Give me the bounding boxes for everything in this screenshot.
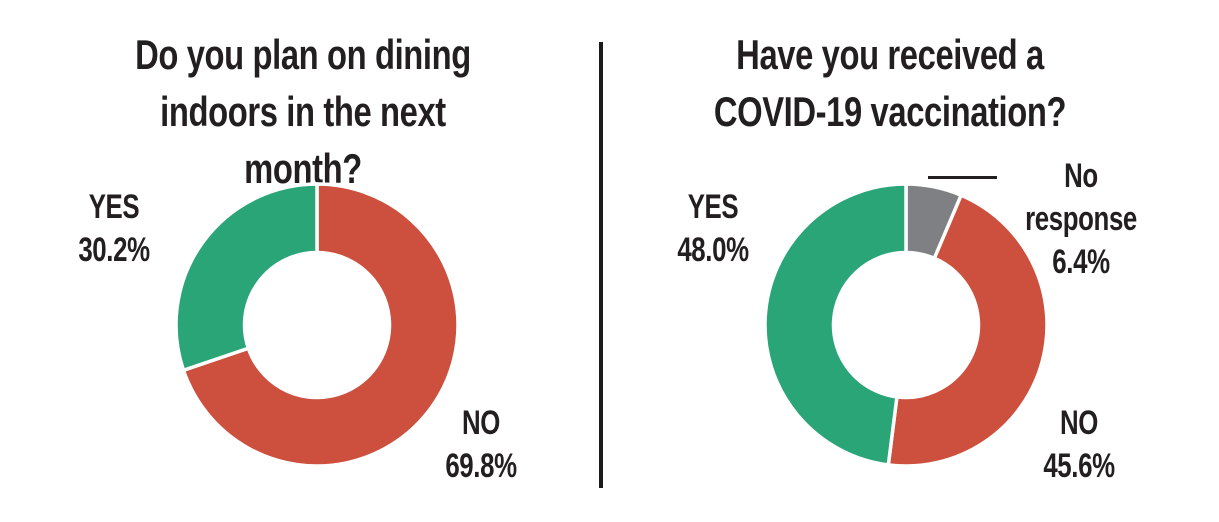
no-response-callout-line — [928, 176, 997, 179]
chart-title-dining: Do you plan on dining indoors in the nex… — [135, 31, 471, 192]
donut-chart-dining — [174, 182, 460, 468]
donut-slice-yes — [174, 182, 319, 373]
donut-slice-no — [181, 182, 460, 468]
panel-divider — [599, 42, 603, 488]
slice-label-dining-yes: YES 30.2% — [78, 188, 150, 269]
donut-slice-no — [886, 192, 1049, 468]
slice-label-vaccination-no-response: No response 6.4% — [1025, 157, 1137, 281]
slice-label-vaccination-no: NO 45.6% — [1043, 404, 1115, 485]
slice-label-dining-no: NO 69.8% — [445, 404, 517, 485]
donut-chart-vaccination — [763, 182, 1049, 468]
slice-label-vaccination-yes: YES 48.0% — [677, 188, 749, 269]
donut-slice-yes — [763, 182, 908, 467]
chart-title-vaccination: Have you received a COVID-19 vaccination… — [713, 31, 1067, 135]
